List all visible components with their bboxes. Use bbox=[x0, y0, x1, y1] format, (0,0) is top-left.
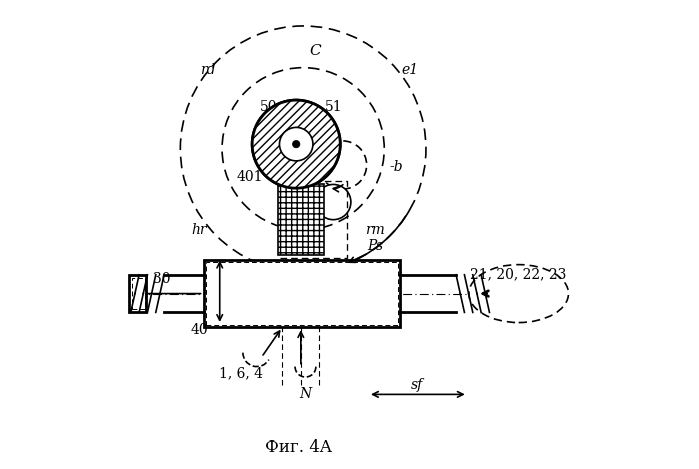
Text: 30: 30 bbox=[153, 272, 171, 286]
Bar bbox=[131, 279, 145, 309]
Circle shape bbox=[319, 141, 367, 189]
Bar bbox=[280, 181, 347, 257]
Circle shape bbox=[316, 184, 351, 219]
Text: 51: 51 bbox=[324, 100, 342, 114]
Circle shape bbox=[280, 128, 313, 161]
Bar bbox=[203, 260, 401, 327]
Text: 21, 20, 22, 23: 21, 20, 22, 23 bbox=[470, 267, 567, 281]
Text: 50: 50 bbox=[259, 100, 277, 114]
Text: rd: rd bbox=[201, 63, 216, 77]
Text: rm: rm bbox=[365, 223, 385, 237]
Text: 401: 401 bbox=[236, 170, 263, 183]
Text: e1: e1 bbox=[401, 63, 418, 77]
Text: hr: hr bbox=[191, 223, 207, 237]
Text: C: C bbox=[309, 45, 321, 59]
Text: -b: -b bbox=[389, 160, 403, 174]
Circle shape bbox=[252, 100, 340, 188]
Text: sf: sf bbox=[410, 378, 423, 392]
Circle shape bbox=[252, 100, 340, 188]
Text: 40: 40 bbox=[190, 323, 208, 336]
Text: Фиг. 4A: Фиг. 4A bbox=[265, 439, 332, 456]
Bar bbox=[206, 262, 398, 325]
Ellipse shape bbox=[469, 265, 568, 323]
Bar bbox=[129, 275, 145, 312]
Bar bbox=[278, 183, 324, 255]
Text: Ps: Ps bbox=[367, 239, 383, 253]
Text: 1, 6, 4: 1, 6, 4 bbox=[219, 367, 263, 380]
Text: N: N bbox=[299, 387, 312, 401]
Circle shape bbox=[292, 140, 300, 148]
